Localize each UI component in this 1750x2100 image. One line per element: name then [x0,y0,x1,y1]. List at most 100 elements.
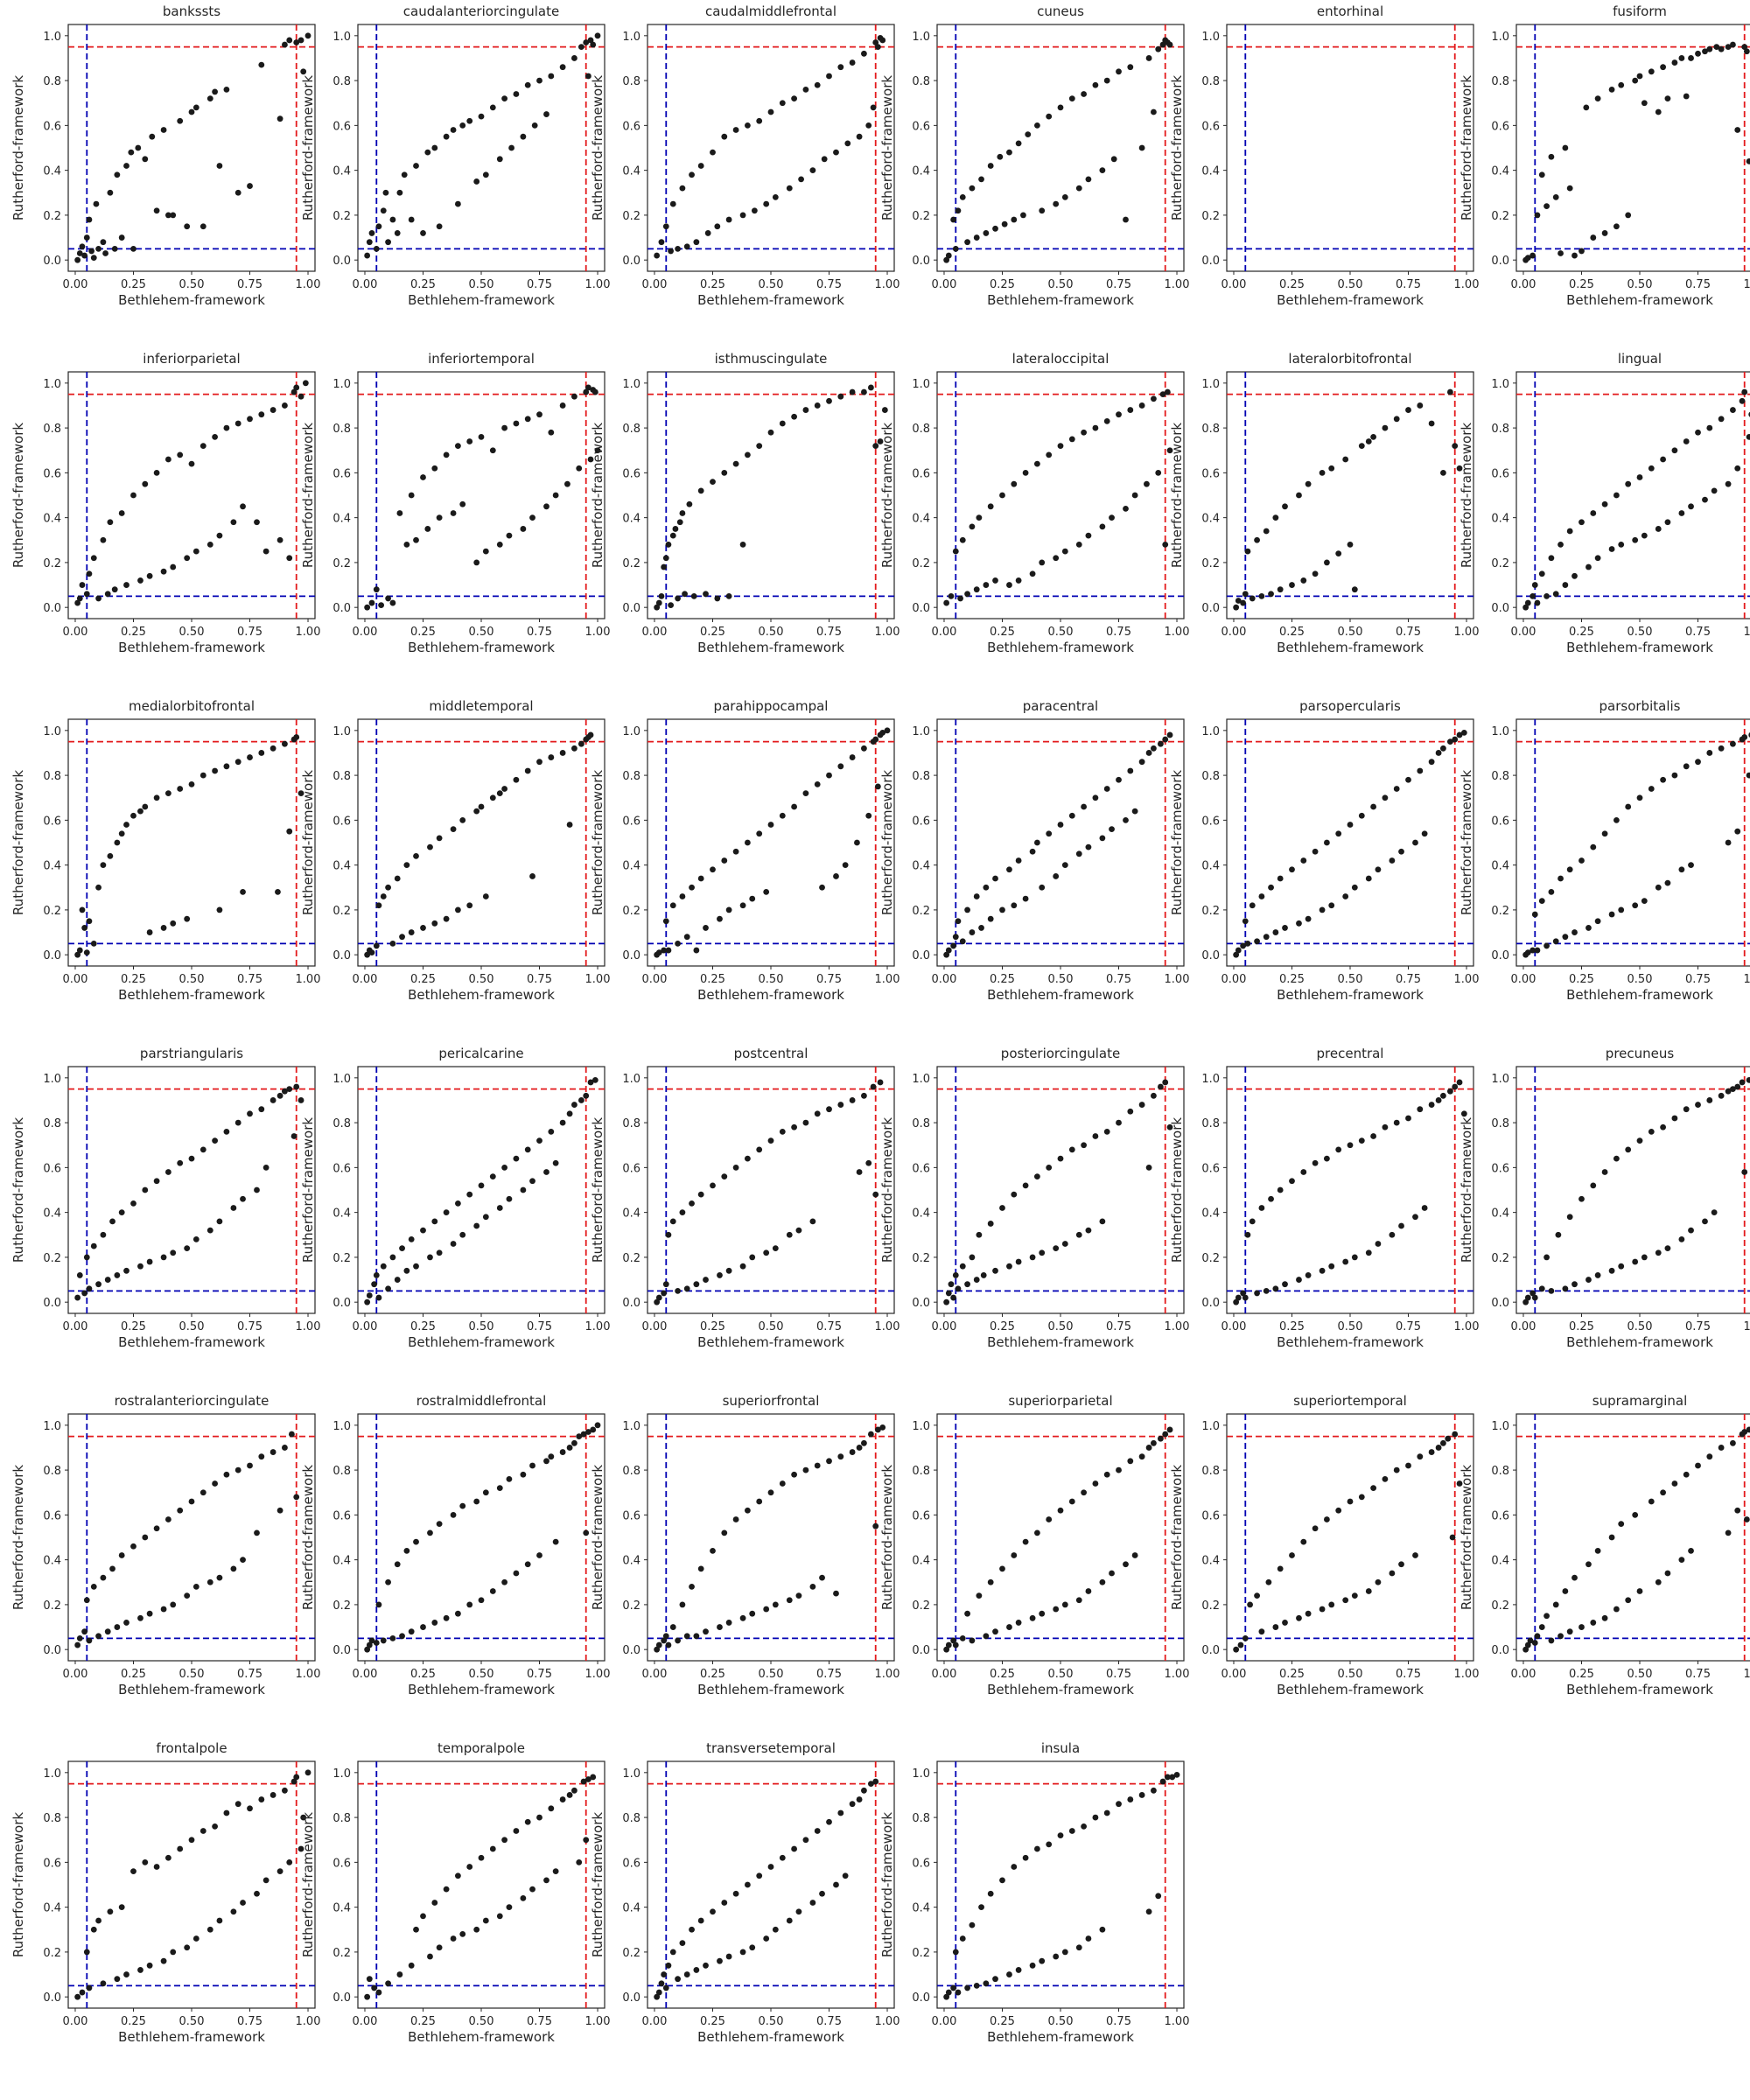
x-tick-label: 1.00 [585,278,611,291]
x-tick-label: 0.75 [1685,1320,1711,1334]
data-point [1590,234,1597,241]
data-point [867,1431,874,1438]
data-point [74,951,81,958]
data-point [508,144,514,151]
data-point [1562,934,1569,941]
data-point [192,548,200,555]
data-point [1566,185,1573,192]
x-tick-label: 1.00 [1744,278,1750,291]
x-axis-label: Bethlehem-framework [408,2029,555,2045]
data-point [1389,1231,1396,1238]
data-point [1566,1214,1573,1221]
panel-title: lateraloccipital [1012,351,1110,367]
data-point [1145,1445,1152,1451]
y-tick-label: 0.6 [43,815,61,828]
y-tick-label: 0.2 [332,1252,351,1265]
data-point [164,790,172,796]
data-point [216,1574,223,1581]
data-point [1015,1258,1022,1265]
data-point [763,1936,770,1942]
data-point [559,64,566,71]
data-point [1706,1453,1713,1460]
data-point [1594,1272,1601,1278]
data-point [1664,1570,1671,1577]
data-point [1558,875,1564,882]
data-point [1711,487,1718,494]
y-tick-label: 1.0 [43,1768,61,1781]
data-point [1157,740,1164,747]
data-point [814,1828,821,1834]
data-point [520,1894,527,1901]
x-axis-label: Bethlehem-framework [987,292,1134,308]
data-point [809,1900,816,1906]
y-tick-label: 0.4 [912,513,930,526]
x-tick-label: 0.25 [990,2015,1015,2028]
data-point [258,1453,265,1460]
data-point [943,1993,950,2000]
data-point [826,397,832,404]
data-point [571,1787,578,1794]
data-point [1351,1592,1358,1600]
data-point [177,117,184,124]
data-point [137,1967,144,1973]
data-point [952,245,959,252]
y-tick-label: 0.8 [1201,1465,1220,1478]
data-point [1586,1277,1592,1283]
x-tick-label: 0.00 [353,626,378,639]
data-point [478,803,485,810]
y-tick-label: 1.0 [912,725,930,738]
data-point [188,1498,195,1505]
data-point [1625,1597,1632,1604]
y-tick-label: 0.2 [1201,1252,1220,1265]
x-axis-label: Bethlehem-framework [118,987,265,1003]
y-axis-label: Rutherford-framework [300,1117,316,1263]
data-point [725,1953,732,1960]
data-point [146,1258,153,1265]
data-point [744,452,751,458]
data-point [216,1218,223,1225]
data-point [413,1926,419,1933]
data-point [496,542,503,548]
data-point [795,1227,802,1234]
y-axis-label: Rutherford-framework [1459,75,1474,220]
x-tick-label: 0.25 [121,278,146,291]
data-point [83,1949,90,1956]
data-point [842,862,849,869]
data-point [79,1989,86,1996]
x-axis-label: Bethlehem-framework [1566,1334,1713,1350]
data-point [482,172,489,178]
y-tick-label: 0.8 [332,75,351,88]
x-tick-label: 0.50 [1048,1320,1074,1334]
data-point [216,906,223,914]
data-point [524,416,531,423]
data-point [1456,1480,1463,1487]
data-point [872,1191,879,1198]
x-tick-label: 1.00 [1744,973,1750,986]
data-point [1277,1565,1284,1572]
data-point [763,1250,770,1256]
data-point [102,250,108,256]
axes-frame [1516,718,1750,967]
data-point [501,95,508,102]
data-point [1452,1083,1459,1090]
data-point [1417,402,1424,409]
data-point [443,1614,450,1621]
x-tick-label: 0.00 [63,1668,88,1681]
x-tick-label: 0.00 [63,1320,88,1334]
x-tick-label: 0.00 [63,973,88,986]
data-point [587,1079,594,1086]
data-point [413,852,419,859]
data-point [1068,1498,1075,1505]
data-point [704,230,711,236]
x-axis-label: Bethlehem-framework [118,292,265,308]
x-tick-label: 0.75 [816,278,842,291]
data-point [1046,452,1053,458]
data-point [1022,469,1029,476]
data-point [655,1294,662,1301]
data-point [1695,50,1701,57]
y-tick-label: 0.4 [1201,1555,1220,1568]
data-point [1015,1967,1022,1973]
data-point [767,429,774,436]
data-point [270,1792,276,1798]
